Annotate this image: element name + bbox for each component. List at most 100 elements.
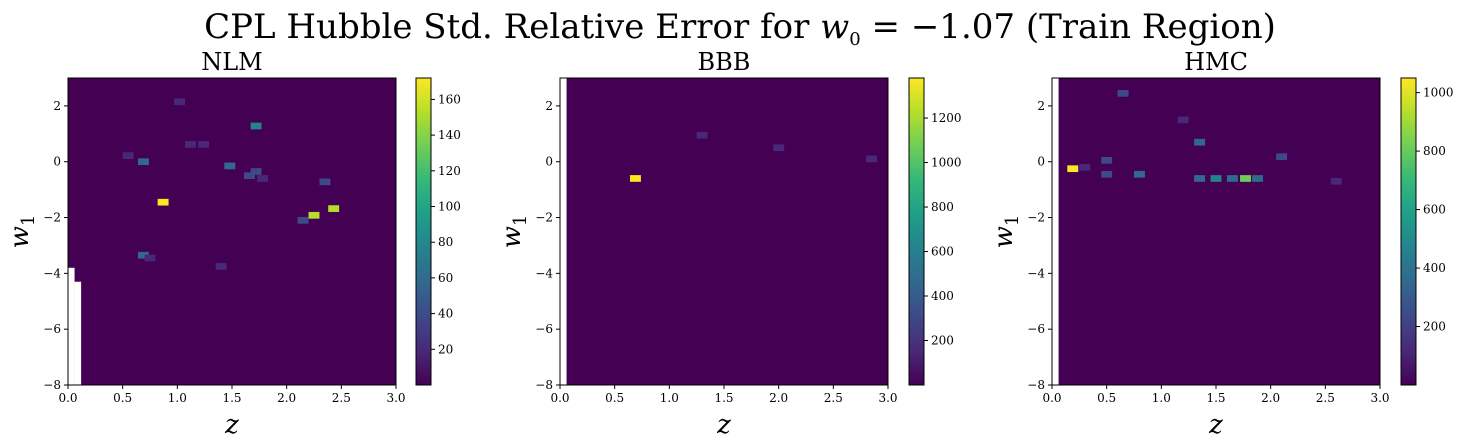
colorbar-tick-label: 200 [1423, 320, 1446, 334]
heatmap-cell [1240, 175, 1251, 182]
y-tick-label: −2 [43, 211, 61, 225]
heatmap-cell [773, 144, 785, 152]
colorbar-tick-label: 60 [438, 271, 453, 285]
panel-hmc: HMC 0.0 0.5 1.0 1.5 2.0 2.5 3.0 −8 −6 −4 −2 0 2 z w1 200… [989, 48, 1454, 440]
colorbar-tick-label: 100 [438, 200, 461, 214]
x-tick-label: 2.0 [1261, 391, 1280, 405]
heatmap-cell [224, 162, 236, 170]
colorbar-tick-label: 1000 [1423, 86, 1454, 100]
colorbar-tick-label: 40 [438, 307, 453, 321]
colorbar-tick-label: 120 [438, 164, 461, 178]
y-axis-label: w1 [989, 215, 1023, 249]
nan-region [68, 267, 75, 385]
heatmap-cell [1079, 163, 1091, 171]
x-tick-label: 1.5 [1206, 391, 1225, 405]
colorbar [1400, 77, 1417, 386]
colorbar-tick-label: 200 [931, 334, 954, 348]
y-tick-label: −4 [43, 266, 61, 280]
title-var: w [820, 7, 849, 47]
heatmap-cell [328, 205, 340, 212]
y-tick-label: −4 [1027, 266, 1045, 280]
heatmap-cell [157, 198, 169, 206]
colorbar [415, 77, 432, 386]
nan-region [1052, 78, 1059, 385]
heatmap-cell [866, 155, 878, 163]
x-tick-label: 2.0 [769, 391, 788, 405]
panel-title: BBB [698, 48, 751, 76]
x-axis-label: z [716, 410, 731, 440]
x-axis-label: z [1208, 410, 1223, 440]
x-tick-label: 2.5 [824, 391, 843, 405]
heatmap-cell [144, 254, 156, 262]
y-tick-label: 0 [53, 155, 61, 169]
y-tick-label: 2 [545, 99, 553, 113]
y-tick-label: −2 [535, 211, 553, 225]
title-var-sub: 0 [849, 29, 860, 50]
colorbar-tick-label: 20 [438, 342, 453, 356]
colorbar [908, 77, 925, 386]
y-tick-label: −8 [535, 378, 553, 392]
heatmap-cell [1210, 175, 1222, 182]
heatmap-cell [1276, 153, 1288, 161]
heatmap-cell [122, 152, 134, 159]
x-tick-label: 1.5 [222, 391, 241, 405]
title-suffix: (Train Region) [1015, 7, 1276, 47]
heatmap-cell [1252, 175, 1264, 182]
heatmap-cell [184, 141, 196, 148]
heatmap-cell [1330, 177, 1342, 185]
x-tick-label: 0.5 [113, 391, 132, 405]
y-tick-label: −6 [43, 322, 61, 336]
x-tick-label: 0.0 [550, 391, 569, 405]
heatmap-cell [1226, 175, 1238, 182]
heatmap-cell [592, 205, 604, 213]
heatmap-cell [1101, 170, 1113, 178]
y-tick-label: −8 [1027, 378, 1045, 392]
y-tick-label: 2 [1037, 99, 1045, 113]
colorbar-tick-label: 1200 [931, 111, 962, 125]
y-tick-label: −8 [43, 378, 61, 392]
heatmap-cell [1177, 116, 1189, 124]
x-tick-label: 2.0 [277, 391, 296, 405]
y-tick-label: −6 [1027, 322, 1045, 336]
colorbar-tick-label: 600 [1423, 203, 1446, 217]
y-tick-label: 2 [53, 99, 61, 113]
heatmap-cell [1194, 138, 1206, 146]
colorbar-tick-label: 600 [931, 245, 954, 259]
x-tick-label: 0.0 [1042, 391, 1061, 405]
colorbar-tick-label: 400 [931, 289, 954, 303]
heatmap-cell [250, 122, 262, 130]
heatmap-cell [244, 172, 255, 180]
heatmap-cell [308, 211, 320, 219]
heatmap-cell [319, 178, 331, 186]
panel-nlm: NLM 0.0 0.5 1.0 1.5 2.0 2.5 3.0 −8 −6 −4 −2 0 2 z w1 20 4… [5, 48, 461, 440]
heatmap-cell [257, 175, 269, 182]
colorbar-tick-label: 1000 [931, 156, 962, 170]
y-tick-label: 0 [1037, 155, 1045, 169]
heatmap-background [560, 78, 888, 385]
x-tick-label: 1.0 [168, 391, 187, 405]
x-tick-label: 0.5 [605, 391, 624, 405]
x-tick-label: 3.0 [878, 391, 897, 405]
heatmap-cell [609, 88, 621, 96]
x-tick-label: 2.5 [1316, 391, 1335, 405]
heatmap-cell [297, 216, 309, 224]
figure-title: CPL Hubble Std. Relative Error for w0 = … [204, 7, 1276, 50]
heatmap-cell [137, 251, 149, 259]
nan-region [560, 78, 567, 385]
heatmap-cell [1117, 90, 1129, 97]
y-tick-label: 0 [545, 155, 553, 169]
title-eq: = −1.07 [861, 7, 1015, 47]
x-tick-label: 3.0 [386, 391, 405, 405]
heatmap-cell [1067, 165, 1079, 173]
colorbar-tick-label: 800 [931, 200, 954, 214]
heatmap-cell [250, 168, 262, 175]
x-tick-label: 1.5 [714, 391, 733, 405]
y-tick-label: −4 [535, 266, 553, 280]
heatmap-cell [629, 175, 641, 182]
y-axis-label: w1 [497, 215, 531, 249]
nan-region [74, 281, 82, 385]
heatmap-cell [137, 158, 149, 166]
heatmap-cell [1134, 170, 1145, 178]
y-tick-label: −6 [535, 322, 553, 336]
